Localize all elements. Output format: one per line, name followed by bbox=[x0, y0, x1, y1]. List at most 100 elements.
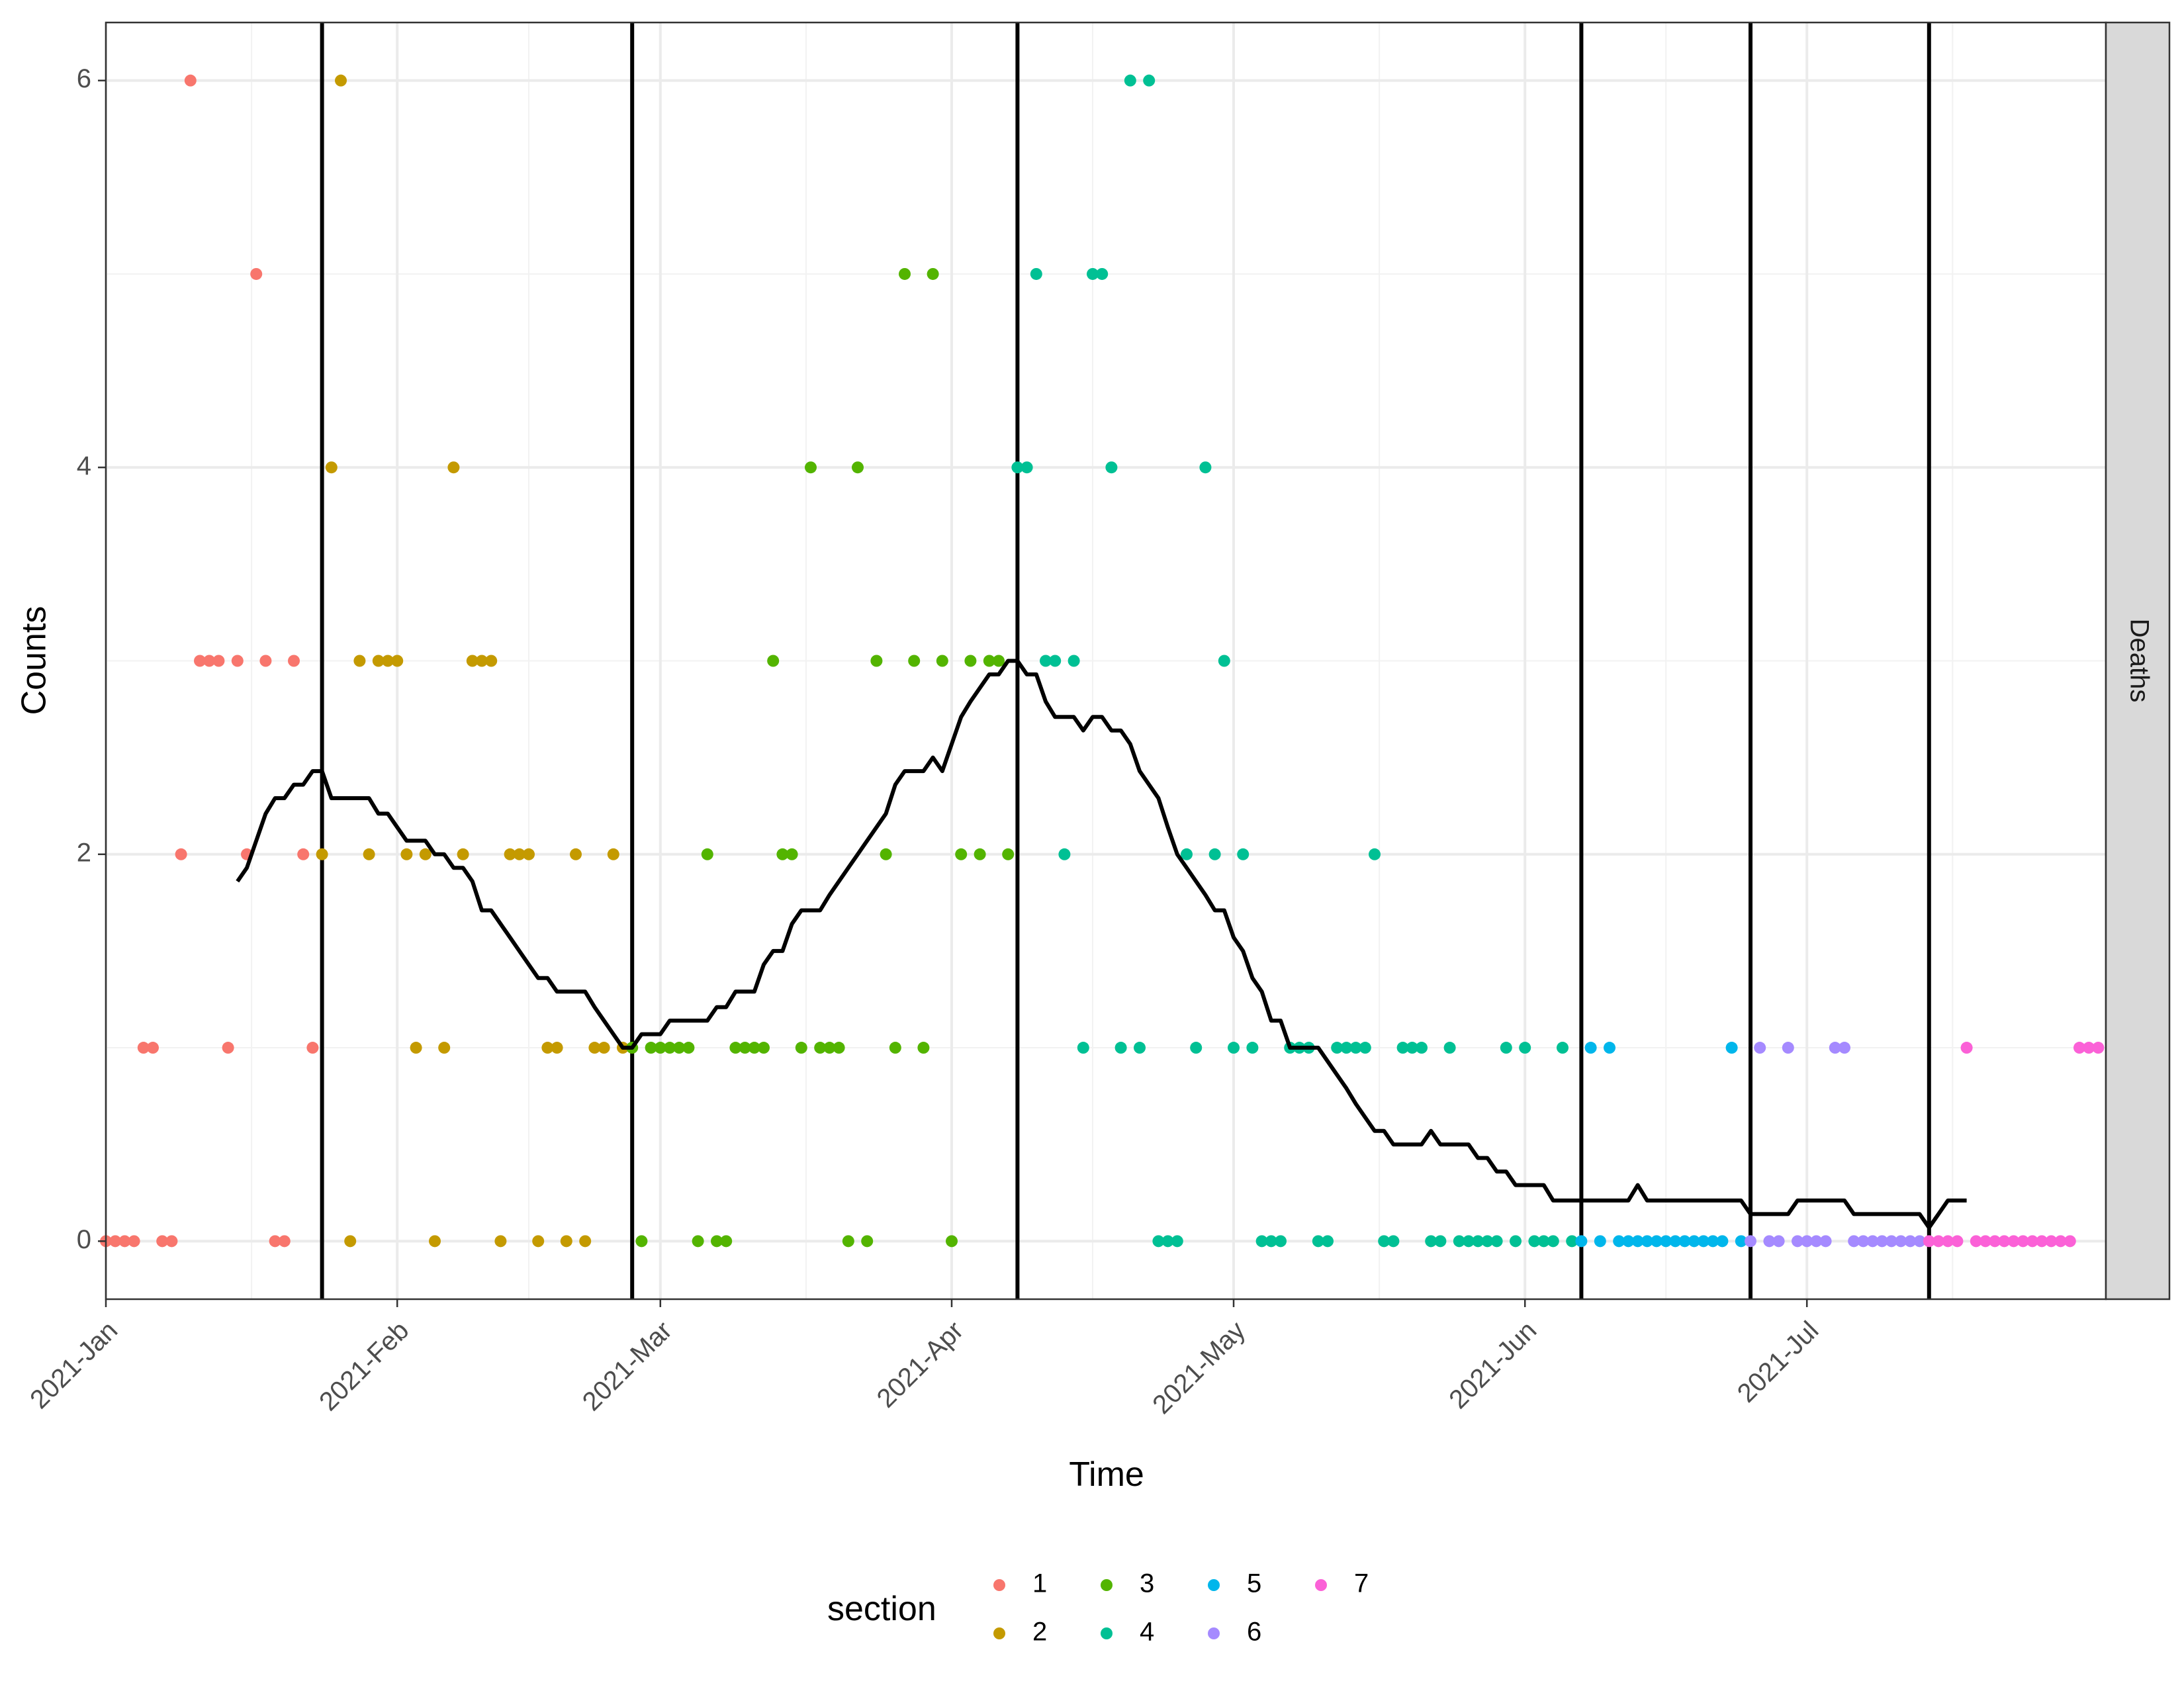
data-point-section-4 bbox=[1537, 1235, 1550, 1248]
data-point-section-6 bbox=[1763, 1235, 1776, 1248]
data-point-section-2 bbox=[447, 461, 460, 474]
data-point-section-5 bbox=[1584, 1042, 1597, 1054]
data-point-section-2 bbox=[588, 1042, 601, 1054]
data-point-section-3 bbox=[776, 848, 789, 860]
data-point-section-1 bbox=[288, 655, 300, 667]
y-tick-label: 0 bbox=[77, 1225, 91, 1254]
data-point-section-1 bbox=[118, 1235, 131, 1248]
data-point-section-7 bbox=[1970, 1235, 1982, 1248]
legend-label-3: 3 bbox=[1140, 1569, 1154, 1598]
data-point-section-4 bbox=[1510, 1235, 1522, 1248]
rolling-mean-path bbox=[236, 659, 1967, 1230]
data-point-section-4 bbox=[1152, 1235, 1165, 1248]
data-point-section-4 bbox=[1143, 74, 1156, 87]
data-point-section-3 bbox=[635, 1235, 648, 1248]
data-point-section-4 bbox=[1181, 848, 1193, 860]
data-point-section-4 bbox=[1340, 1042, 1353, 1054]
data-point-section-2 bbox=[541, 1042, 554, 1054]
data-point-section-3 bbox=[767, 655, 780, 667]
data-point-section-4 bbox=[1237, 848, 1250, 860]
data-point-section-7 bbox=[2026, 1235, 2038, 1248]
data-point-section-5 bbox=[1669, 1235, 1682, 1248]
data-point-section-1 bbox=[259, 655, 272, 667]
data-point-section-4 bbox=[1443, 1042, 1456, 1054]
data-point-section-4 bbox=[1161, 1235, 1174, 1248]
data-point-section-2 bbox=[391, 655, 404, 667]
data-point-section-6 bbox=[1886, 1235, 1897, 1248]
data-point-section-4 bbox=[1369, 848, 1381, 860]
data-point-section-4 bbox=[1030, 267, 1042, 280]
data-point-section-4 bbox=[1312, 1235, 1324, 1248]
facet-strip bbox=[2105, 21, 2171, 1301]
data-point-section-7 bbox=[2064, 1235, 2076, 1248]
data-point-section-4 bbox=[1246, 1042, 1259, 1054]
data-point-section-7 bbox=[1998, 1235, 2011, 1248]
data-point-section-3 bbox=[993, 655, 1005, 667]
data-point-section-2 bbox=[353, 655, 366, 667]
data-point-section-7 bbox=[2092, 1042, 2105, 1054]
data-point-section-2 bbox=[570, 848, 582, 860]
data-point-section-3 bbox=[964, 655, 977, 667]
data-point-section-5 bbox=[1725, 1042, 1738, 1054]
data-point-section-3 bbox=[664, 1042, 676, 1054]
data-point-section-4 bbox=[1124, 74, 1136, 87]
data-point-section-2 bbox=[560, 1235, 572, 1248]
data-point-section-1 bbox=[156, 1235, 169, 1248]
data-point-section-3 bbox=[814, 1042, 827, 1054]
rolling-mean-line bbox=[236, 659, 1967, 1230]
data-point-section-3 bbox=[758, 1042, 770, 1054]
data-point-section-3 bbox=[673, 1042, 686, 1054]
x-axis-title: Time bbox=[1069, 1455, 1144, 1494]
data-point-section-3 bbox=[711, 1235, 723, 1248]
data-point-section-4 bbox=[1011, 461, 1024, 474]
legend-label-7: 7 bbox=[1354, 1569, 1369, 1598]
data-point-section-7 bbox=[1951, 1235, 1964, 1248]
data-point-section-4 bbox=[1275, 1235, 1287, 1248]
data-point-section-4 bbox=[1528, 1235, 1541, 1248]
data-point-section-7 bbox=[1942, 1235, 1954, 1248]
y-tick-label: 2 bbox=[77, 838, 91, 867]
data-point-section-4 bbox=[1416, 1042, 1428, 1054]
data-point-section-7 bbox=[1960, 1042, 1973, 1054]
data-point-section-7 bbox=[1989, 1235, 2001, 1248]
data-point-section-6 bbox=[1895, 1235, 1907, 1248]
data-point-section-1 bbox=[231, 655, 244, 667]
data-point-section-4 bbox=[1068, 655, 1080, 667]
legend-label-2: 2 bbox=[1032, 1618, 1047, 1647]
data-point-section-1 bbox=[165, 1235, 178, 1248]
data-point-section-4 bbox=[1096, 267, 1109, 280]
data-point-section-3 bbox=[729, 1042, 742, 1054]
data-point-section-4 bbox=[1322, 1235, 1334, 1248]
data-point-section-1 bbox=[297, 848, 310, 860]
legend-label-5: 5 bbox=[1247, 1569, 1261, 1598]
data-point-section-5 bbox=[1660, 1235, 1672, 1248]
data-point-section-3 bbox=[833, 1042, 845, 1054]
data-point-section-3 bbox=[880, 848, 892, 860]
data-point-section-1 bbox=[278, 1235, 291, 1248]
data-point-section-5 bbox=[1707, 1235, 1719, 1248]
data-point-section-7 bbox=[2045, 1235, 2058, 1248]
data-point-section-5 bbox=[1604, 1042, 1615, 1054]
data-point-section-6 bbox=[1839, 1042, 1850, 1054]
data-point-section-4 bbox=[1087, 267, 1099, 280]
data-point-section-4 bbox=[1077, 1042, 1089, 1054]
data-point-section-4 bbox=[1190, 1042, 1203, 1054]
data-points bbox=[100, 74, 2105, 1248]
data-point-section-6 bbox=[1792, 1235, 1803, 1248]
data-point-section-6 bbox=[1819, 1235, 1832, 1248]
data-point-section-6 bbox=[1913, 1235, 1926, 1248]
data-point-section-2 bbox=[438, 1042, 451, 1054]
legend-key-2 bbox=[993, 1627, 1005, 1639]
data-point-section-3 bbox=[983, 655, 995, 667]
data-point-section-2 bbox=[410, 1042, 422, 1054]
data-point-section-5 bbox=[1613, 1235, 1625, 1248]
data-point-section-2 bbox=[598, 1042, 610, 1054]
data-point-section-4 bbox=[1396, 1042, 1409, 1054]
data-point-section-4 bbox=[1171, 1235, 1183, 1248]
data-point-section-3 bbox=[927, 267, 939, 280]
data-point-section-6 bbox=[1801, 1235, 1813, 1248]
data-point-section-4 bbox=[1218, 655, 1230, 667]
data-point-section-3 bbox=[654, 1042, 666, 1054]
data-point-section-2 bbox=[457, 848, 469, 860]
